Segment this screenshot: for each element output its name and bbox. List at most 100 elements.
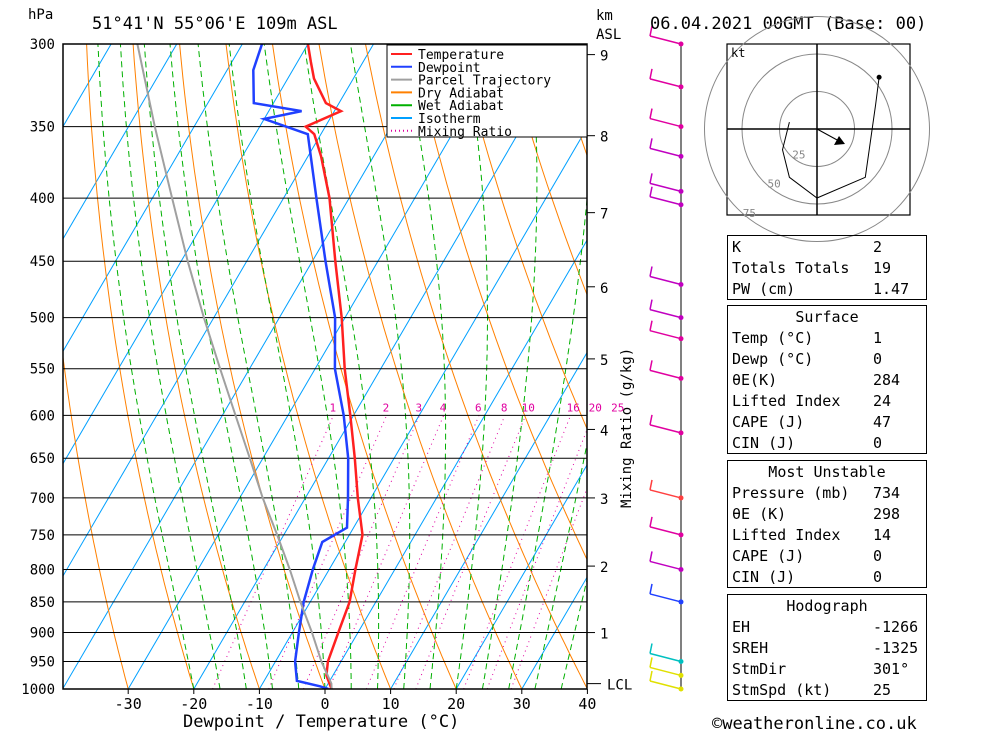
km-tick-label: 5 [600,353,608,369]
dry-adiabat-line [923,44,1000,689]
wind-barb-flag [649,173,653,184]
wind-barb-flag [649,68,653,80]
wind-barb-flag [649,320,653,331]
index-row: CIN (J) 0 [728,566,927,588]
mixing-ratio-label: 25 [611,401,624,414]
index-row: Temp (°C) 1 [728,327,927,348]
mixing-ratio-label: 10 [522,401,535,414]
pressure-tick-label: 850 [30,595,55,611]
pressure-tick-label: 1000 [21,682,55,698]
dry-adiabat-line [365,44,587,689]
wind-barb-shaft [649,652,682,663]
index-value: 14 [873,525,892,544]
dewpoint-line [252,44,350,689]
pressure-tick-label: 900 [30,626,55,642]
wind-barb-shaft [649,329,682,340]
pressure-tick-label: 500 [30,311,55,327]
index-row: CAPE (J) 47 [728,411,927,432]
pressure-tick-label: 750 [30,528,55,544]
surface-section-title: Surface [795,307,859,326]
dry-adiabat-line [504,44,587,296]
index-row: θE(K) 284 [728,369,927,390]
wet-adiabat-line [508,194,587,689]
legend-label: Wet Adiabat [418,99,504,114]
asl-unit-label: ASL [596,27,621,43]
index-row: Lifted Index 24 [728,390,927,411]
index-row: Dewp (°C) 0 [728,348,927,369]
index-label: Lifted Index [732,391,841,410]
pressure-tick-label: 550 [30,362,55,378]
index-row: CAPE (J) 0 [728,545,927,566]
mixing-ratio-axis-label: Mixing Ratio (g/kg) [619,348,635,508]
most-unstable-table: Most Unstable Pressure (mb) 734 θE (K) 298… [727,460,927,588]
mixing-ratio-line [393,415,506,689]
pressure-tick-label: 350 [30,120,55,136]
wind-barb-flag [649,670,653,682]
mixing-ratio-label: 16 [567,401,580,414]
index-value: 284 [873,370,901,389]
pressure-tick-label: 600 [30,408,55,424]
wind-barb-flag [649,414,653,426]
wind-barb-shaft [649,78,682,88]
dry-adiabat-line [970,44,1000,689]
date-title: 06.04.2021 00GMT (Base: 00) [650,14,926,34]
storm-motion-arrowhead [834,136,845,145]
index-row: Pressure (mb) 734 [728,482,927,503]
isotherm-line [63,44,112,128]
index-label: StmSpd (kt) [732,680,832,699]
x-tick-label: 0 [320,695,329,713]
wind-barb-shaft [649,526,682,536]
isotherm-line [258,126,587,689]
legend-label: Temperature [418,48,504,63]
index-row: Totals Totals 19 [728,257,927,278]
wet-adiabat-line [481,44,538,689]
wind-barb-shaft [649,147,682,158]
index-value: 0 [873,433,883,452]
wet-adiabat-line [403,44,447,689]
location-title: 51°41'N 55°06'E 109m ASL [92,14,338,34]
wet-adiabat-line [534,441,587,689]
legend-box [386,44,588,138]
most-unstable-section-title: Most Unstable [768,462,886,481]
dry-adiabat-line [179,44,326,689]
x-tick-label: 10 [382,695,400,713]
index-value: 24 [873,391,892,410]
km-unit-label: km [596,8,613,24]
wet-adiabat-line [97,44,195,689]
index-label: EH [732,617,751,636]
index-value: 19 [873,258,892,277]
wind-barb-shaft [649,35,682,45]
km-tick-label: 8 [600,130,608,146]
index-value: 0 [873,546,883,565]
legend-label: Dry Adiabat [418,86,504,101]
index-value: 0 [873,349,883,368]
legend-label: Mixing Ratio [418,125,512,140]
lcl-label: LCL [607,678,632,694]
x-tick-label: -30 [115,695,142,713]
pressure-tick-label: 300 [30,37,55,53]
hodograph-ring-label: 50 [768,178,781,191]
storm-motion-vector [816,128,840,142]
legend-label: Parcel Trajectory [418,74,551,89]
isotherm-line [324,239,587,689]
index-label: K [732,237,742,256]
index-label: CIN (J) [732,567,796,586]
wet-adiabat-line [143,44,247,689]
pressure-tick-label: 700 [30,491,55,507]
index-label: StmDir [732,659,787,678]
index-label: Dewp (°C) [732,349,814,368]
index-row: θE (K) 298 [728,503,927,524]
hodograph-ring [704,16,930,242]
km-tick-label: 3 [600,492,608,508]
index-label: PW (cm) [732,279,796,298]
wind-barb-flag [649,25,653,37]
wet-adiabat-line [455,44,488,689]
wind-barb-shaft [649,680,682,690]
isotherm-line [63,44,178,240]
index-row: SREH -1325 [728,637,927,658]
km-tick-label: 7 [600,207,608,223]
wind-barb-shaft [649,489,682,499]
